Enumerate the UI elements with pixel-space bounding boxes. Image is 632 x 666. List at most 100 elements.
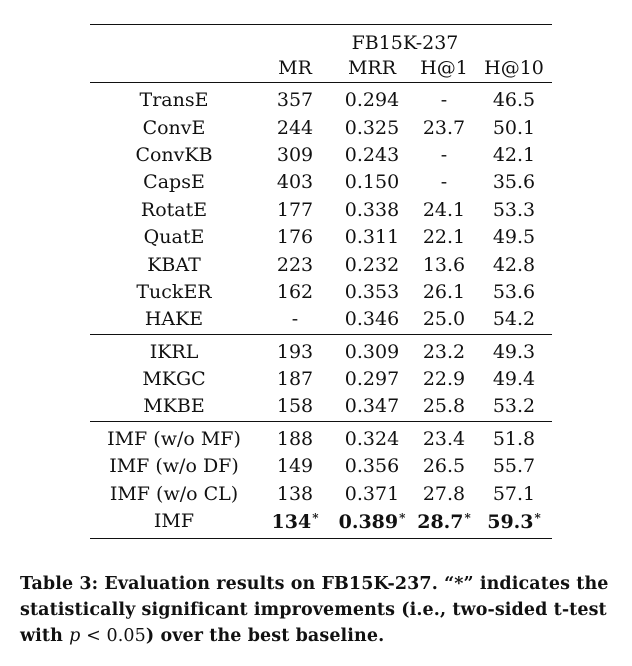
cell-model: IMF (w/o MF) bbox=[107, 427, 241, 450]
cell-h1: 23.7 bbox=[422, 116, 466, 139]
cell-h1: 25.0 bbox=[422, 308, 466, 331]
table-row: MKBE 158 0.347 25.8 53.2 bbox=[90, 393, 552, 421]
cell-mr: 244 bbox=[276, 116, 314, 139]
results-table: FB15K-237 MR MRR H@1 H@10 TransE 357 0.294… bbox=[90, 24, 552, 539]
cell-mrr: 0.371 bbox=[344, 482, 400, 505]
column-header-model bbox=[90, 55, 258, 83]
cell-mr: 162 bbox=[276, 280, 314, 303]
cell-h1: - bbox=[440, 89, 448, 112]
cell-h1: 25.8 bbox=[422, 395, 466, 418]
cell-h10: 42.8 bbox=[492, 253, 536, 276]
cell-mrr: 0.347 bbox=[344, 395, 400, 418]
cell-h1: - bbox=[440, 143, 448, 166]
cell-mr: 149 bbox=[276, 455, 314, 478]
cell-mr: 188 bbox=[276, 427, 314, 450]
cell-model: TransE bbox=[139, 89, 209, 112]
column-header-mrr: MRR bbox=[347, 57, 397, 79]
cell-mrr: 0.356 bbox=[344, 455, 400, 478]
best-value: 0.389 bbox=[338, 510, 399, 533]
cell-mr: 193 bbox=[276, 340, 314, 363]
cell-h10: 35.6 bbox=[492, 171, 536, 194]
cell-mr: 357 bbox=[276, 89, 314, 112]
cell-mr: 403 bbox=[276, 171, 314, 194]
cell-h10: 53.3 bbox=[492, 198, 536, 221]
caption-p-variable: p bbox=[69, 626, 81, 646]
cell-mr: 177 bbox=[276, 198, 314, 221]
cell-h1: 28.7* bbox=[412, 508, 476, 539]
cell-model: ConvE bbox=[142, 116, 206, 139]
cell-h1: 23.2 bbox=[422, 340, 466, 363]
cell-h1: 26.1 bbox=[422, 280, 466, 303]
cell-h1: 23.4 bbox=[422, 427, 466, 450]
results-table-container: FB15K-237 MR MRR H@1 H@10 TransE 357 0.294… bbox=[90, 24, 552, 539]
cell-mr: 158 bbox=[276, 395, 314, 418]
column-header-row: MR MRR H@1 H@10 bbox=[90, 55, 552, 83]
cell-h10: 59.3* bbox=[476, 508, 552, 539]
table-row: ConvE 244 0.325 23.7 50.1 bbox=[90, 114, 552, 141]
cell-h1: 13.6 bbox=[422, 253, 466, 276]
cell-model: HAKE bbox=[144, 308, 204, 331]
cell-h10: 53.2 bbox=[492, 395, 536, 418]
table-row: IMF (w/o CL) 138 0.371 27.8 57.1 bbox=[90, 480, 552, 507]
cell-mr: 134* bbox=[258, 508, 332, 539]
table-row: IKRL 193 0.309 23.2 49.3 bbox=[90, 334, 552, 366]
significance-marker: * bbox=[312, 510, 319, 525]
cell-mrr: 0.150 bbox=[344, 171, 400, 194]
cell-model: MKBE bbox=[143, 395, 205, 418]
cell-mrr: 0.297 bbox=[344, 368, 400, 391]
cell-h10: 49.3 bbox=[492, 340, 536, 363]
cell-model: MKGC bbox=[142, 368, 206, 391]
table-row: ConvKB 309 0.243 - 42.1 bbox=[90, 142, 552, 169]
cell-model: CapsE bbox=[143, 171, 205, 194]
cell-mr: 176 bbox=[276, 226, 314, 249]
cell-mrr: 0.309 bbox=[344, 340, 400, 363]
column-header-h1: H@1 bbox=[420, 57, 468, 79]
cell-h10: 49.4 bbox=[492, 368, 536, 391]
best-value: 134 bbox=[271, 510, 312, 533]
cell-h10: 54.2 bbox=[492, 308, 536, 331]
best-value: 59.3 bbox=[487, 510, 534, 533]
cell-mrr: 0.294 bbox=[344, 89, 400, 112]
table-row: MKGC 187 0.297 22.9 49.4 bbox=[90, 366, 552, 393]
cell-h10: 42.1 bbox=[492, 143, 536, 166]
caption-less-than: < bbox=[80, 626, 107, 646]
cell-mr: 187 bbox=[276, 368, 314, 391]
dataset-label: FB15K-237 bbox=[351, 31, 459, 54]
cell-mr: 223 bbox=[276, 253, 314, 276]
cell-h10: 51.8 bbox=[492, 427, 536, 450]
table-body: TransE 357 0.294 - 46.5 ConvE 244 0.325 23.7 50.1… bbox=[90, 82, 552, 539]
cell-model: ConvKB bbox=[135, 143, 213, 166]
cell-mrr: 0.324 bbox=[344, 427, 400, 450]
cell-h10: 55.7 bbox=[492, 455, 536, 478]
dataset-header-row: FB15K-237 bbox=[90, 24, 552, 56]
cell-h1: 22.9 bbox=[422, 368, 466, 391]
cell-mrr: 0.389* bbox=[332, 508, 412, 539]
cell-h10: 50.1 bbox=[492, 116, 536, 139]
significance-marker: * bbox=[464, 510, 471, 525]
caption-threshold: 0.05 bbox=[106, 626, 146, 646]
table-row: IMF (w/o DF) 149 0.356 26.5 55.7 bbox=[90, 453, 552, 480]
significance-marker: * bbox=[399, 510, 406, 525]
cell-mr: 309 bbox=[276, 143, 314, 166]
cell-mrr: 0.243 bbox=[344, 143, 400, 166]
cell-mrr: 0.353 bbox=[344, 280, 400, 303]
cell-h10: 46.5 bbox=[492, 89, 536, 112]
significance-marker: * bbox=[534, 510, 541, 525]
best-value: 28.7 bbox=[417, 510, 464, 533]
cell-model: IKRL bbox=[149, 340, 199, 363]
cell-h10: 57.1 bbox=[492, 482, 536, 505]
table-row: TuckER 162 0.353 26.1 53.6 bbox=[90, 279, 552, 306]
cell-h1: 24.1 bbox=[422, 198, 466, 221]
cell-h1: 22.1 bbox=[422, 226, 466, 249]
table-row: QuatE 176 0.311 22.1 49.5 bbox=[90, 224, 552, 251]
cell-model: TuckER bbox=[136, 280, 212, 303]
cell-model: RotatE bbox=[140, 198, 208, 221]
column-header-mr: MR bbox=[278, 57, 312, 79]
table-row-final: IMF 134* 0.389* 28.7* 59.3* bbox=[90, 508, 552, 539]
cell-model: IMF bbox=[153, 510, 195, 533]
cell-mr: - bbox=[291, 308, 299, 331]
table-row: IMF (w/o MF) 188 0.324 23.4 51.8 bbox=[90, 421, 552, 453]
column-header-h10: H@10 bbox=[484, 57, 544, 79]
cell-model: IMF (w/o CL) bbox=[109, 482, 239, 505]
table-row: RotatE 177 0.338 24.1 53.3 bbox=[90, 197, 552, 224]
